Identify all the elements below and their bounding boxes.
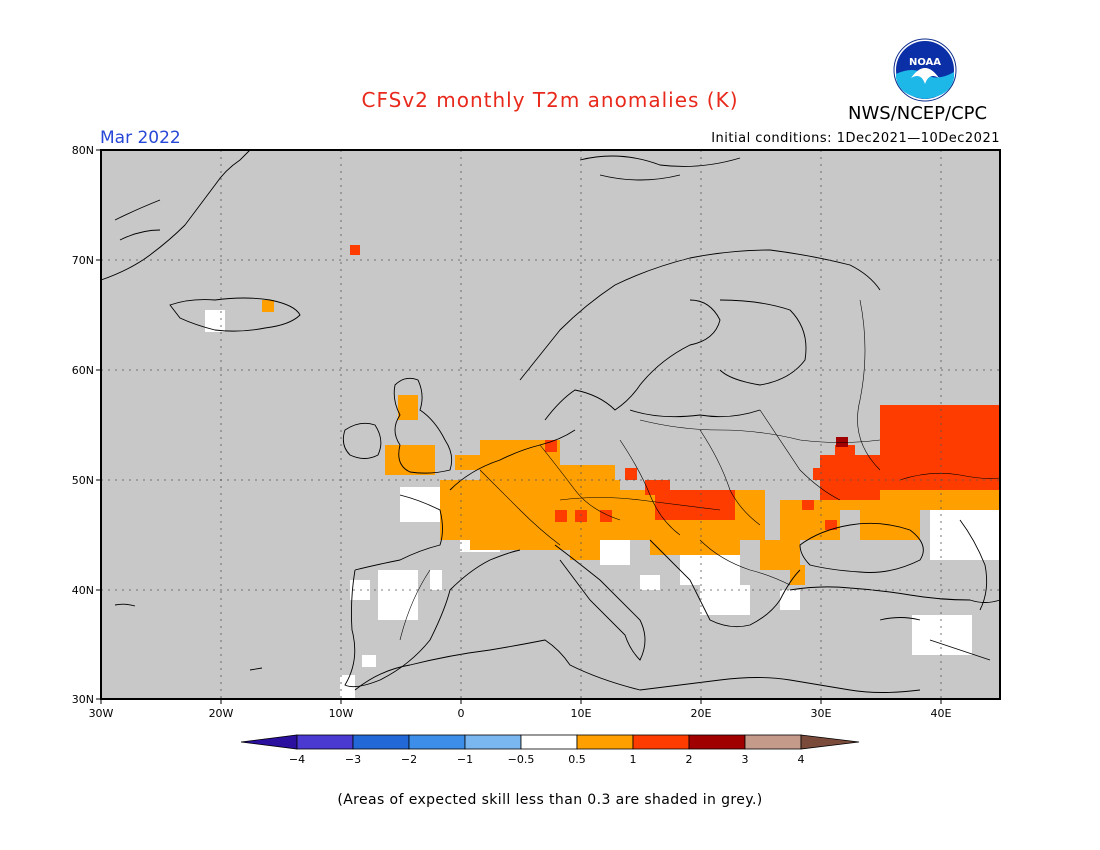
colorbar-segment	[632, 734, 690, 750]
colorbar-label: 2	[686, 753, 693, 766]
colorbar-segment-high-end	[800, 734, 860, 750]
borders	[399, 299, 1001, 641]
gridlines	[101, 150, 1000, 699]
lon-label: 20E	[691, 707, 712, 720]
colorbar-segment	[576, 734, 634, 750]
colorbar-label: −2	[401, 753, 417, 766]
lon-label: 40E	[931, 707, 952, 720]
colorbar-label: −3	[345, 753, 361, 766]
map-frame	[100, 149, 1001, 700]
coastlines	[100, 149, 1001, 693]
colorbar-segment	[688, 734, 746, 750]
colorbar-segment	[296, 734, 354, 750]
colorbar-label: 3	[742, 753, 749, 766]
map-panel	[101, 150, 1000, 699]
skill-note: (Areas of expected skill less than 0.3 a…	[337, 792, 763, 808]
colorbar-segment-low-end	[240, 734, 298, 750]
colorbar-segment	[744, 734, 802, 750]
noaa-logo-icon: NOAA	[893, 38, 957, 102]
lat-label: 50N	[72, 474, 94, 487]
lat-label: 70N	[72, 254, 94, 267]
lon-label: 20W	[209, 707, 234, 720]
forecast-month: Mar 2022	[100, 128, 181, 148]
chart-title: CFSv2 monthly T2m anomalies (K)	[361, 88, 739, 112]
lat-label: 80N	[72, 144, 94, 157]
lat-label: 40N	[72, 584, 94, 597]
lat-label: 60N	[72, 364, 94, 377]
lon-label: 10W	[329, 707, 354, 720]
strong-warm-anomaly-areas	[350, 245, 1000, 530]
latitude-axis: 80N 70N 60N 50N 40N 30N	[72, 144, 101, 706]
very-strong-warm-anomaly-areas	[836, 437, 848, 447]
colorbar-segment	[352, 734, 410, 750]
colorbar-label: −4	[289, 753, 305, 766]
colorbar-label: −1	[457, 753, 473, 766]
lon-label: 30W	[89, 707, 114, 720]
colorbar-label: −0.5	[508, 753, 535, 766]
lon-label: 0	[458, 707, 465, 720]
agency-label: NWS/NCEP/CPC	[848, 103, 988, 124]
lon-label: 10E	[571, 707, 592, 720]
initial-conditions: Initial conditions: 1Dec2021—10Dec2021	[711, 131, 1000, 146]
colorbar-segment	[408, 734, 466, 750]
colorbar-label: 4	[798, 753, 805, 766]
colorbar-segment	[464, 734, 522, 750]
colorbar-labels: −4 −3 −2 −1 −0.5 0.5 1 2 3 4	[289, 753, 805, 766]
colorbar-label: 0.5	[568, 753, 586, 766]
longitude-axis: 30W 20W 10W 0 10E 20E 30E 40E	[89, 699, 952, 720]
colorbar-segment	[520, 734, 578, 750]
colorbar-label: 1	[630, 753, 637, 766]
lat-label: 30N	[72, 693, 94, 706]
lon-label: 30E	[811, 707, 832, 720]
noaa-logo-text: NOAA	[909, 57, 941, 68]
colorbar	[240, 734, 860, 750]
